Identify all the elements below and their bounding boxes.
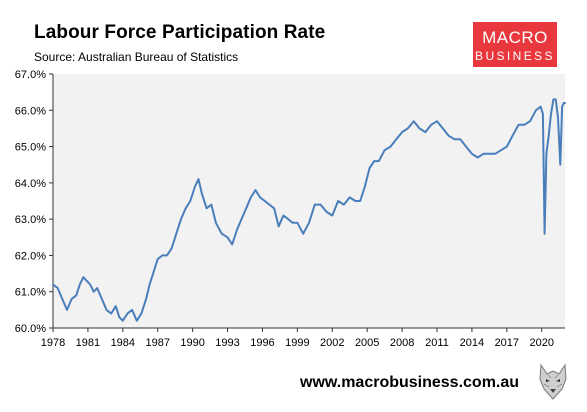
y-tick-label: 61.0%: [15, 287, 46, 299]
x-tick-label: 2011: [425, 337, 449, 349]
x-tick-label: 2014: [460, 337, 484, 349]
x-tick-label: 2008: [390, 337, 414, 349]
logo-line-macro: MACRO: [482, 28, 548, 47]
y-tick-label: 67.0%: [15, 69, 46, 81]
wolf-logo-icon: [539, 363, 567, 400]
chart-source: Source: Australian Bureau of Statistics: [34, 50, 239, 64]
x-tick-label: 1978: [41, 337, 65, 349]
x-tick-label: 1993: [215, 337, 239, 349]
y-tick-label: 63.0%: [15, 214, 46, 226]
x-tick-label: 1981: [76, 337, 100, 349]
macrobusiness-logo: MACRO BUSINESS: [473, 22, 557, 67]
series-line-0: [52, 98, 566, 322]
y-tick-label: 60.0%: [15, 323, 46, 335]
x-tick-label: 1987: [145, 337, 169, 349]
x-tick-label: 2020: [529, 337, 553, 349]
chart-title: Labour Force Participation Rate: [34, 22, 326, 43]
x-tick-label: 1999: [285, 337, 309, 349]
plot-area: [53, 74, 565, 328]
x-tick-label: 2017: [495, 337, 519, 349]
y-tick-label: 65.0%: [15, 142, 46, 154]
x-tick-label: 1984: [111, 337, 135, 349]
website-url: www.macrobusiness.com.au: [300, 374, 520, 391]
y-tick-label: 64.0%: [15, 178, 46, 190]
y-tick-label: 66.0%: [15, 105, 46, 117]
logo-line-business: BUSINESS: [475, 49, 555, 63]
x-tick-label: 1990: [180, 337, 204, 349]
x-tick-label: 2005: [355, 337, 379, 349]
y-tick-label: 62.0%: [15, 250, 46, 262]
x-tick-label: 2002: [320, 337, 344, 349]
x-tick-label: 1996: [250, 337, 274, 349]
